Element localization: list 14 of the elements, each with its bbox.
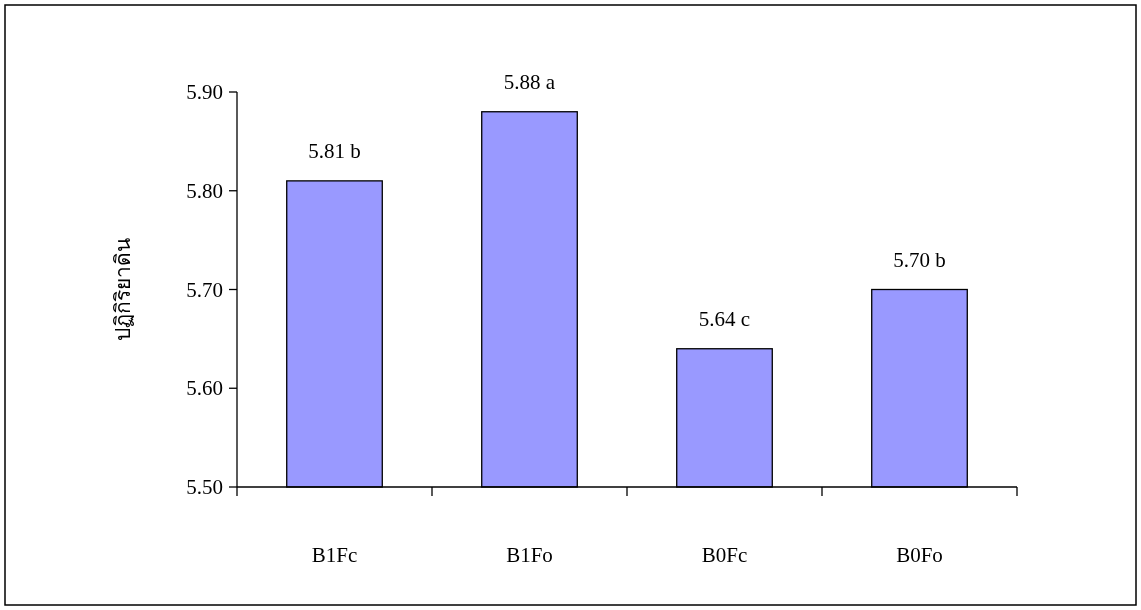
y-tick-label: 5.50 bbox=[186, 475, 223, 499]
x-tick-label: B1Fc bbox=[311, 543, 358, 567]
y-tick-label: 5.80 bbox=[186, 178, 223, 203]
data-label: 5.64 c bbox=[698, 306, 751, 331]
y-tick-label: 5.90 bbox=[186, 80, 223, 104]
y-tick-label: 5.60 bbox=[186, 376, 223, 401]
data-label: 5.81 b bbox=[308, 138, 361, 163]
x-tick-label: B0Fo bbox=[896, 543, 943, 567]
x-tick-label: B0Fc bbox=[701, 543, 748, 567]
data-label: 5.88 a bbox=[503, 69, 556, 94]
y-axis-title: ปฏิกิริยาดิน bbox=[111, 238, 135, 341]
data-label: 5.70 b bbox=[893, 247, 946, 272]
y-tick-label: 5.70 bbox=[186, 277, 223, 302]
x-tick-label: B1Fo bbox=[506, 543, 553, 567]
